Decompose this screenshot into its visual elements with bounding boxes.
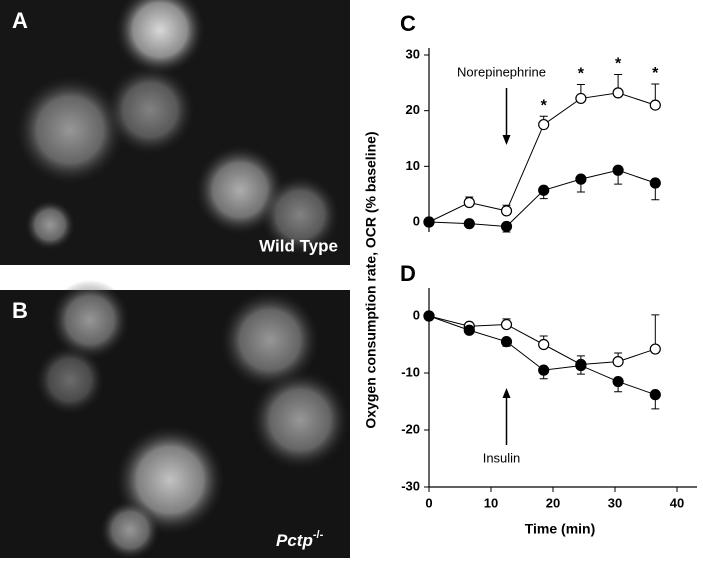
data-point <box>463 196 475 209</box>
data-point <box>649 389 661 401</box>
data-point <box>423 310 435 322</box>
x-tick-label: 30 <box>608 495 622 510</box>
data-point <box>538 364 550 376</box>
arrow-head <box>502 135 511 145</box>
y-axis-label: Oxygen consumption rate, OCR (% baseline… <box>363 131 379 428</box>
arrow-label: Insulin <box>483 450 521 465</box>
significance-star: * <box>652 65 659 82</box>
data-point <box>612 375 624 388</box>
data-point <box>649 99 661 111</box>
data-point <box>612 356 624 368</box>
micrograph-a: A Wild Type <box>0 0 350 265</box>
data-point <box>500 318 513 331</box>
x-tick-label: 20 <box>546 495 560 510</box>
data-point <box>463 218 475 230</box>
data-point <box>612 164 624 176</box>
x-tick-label: 40 <box>670 495 684 510</box>
data-point <box>538 118 550 131</box>
caption-sup: -/- <box>313 529 324 541</box>
caption: Wild Type <box>259 236 338 255</box>
data-point <box>575 359 587 372</box>
panel-label: B <box>12 298 28 323</box>
data-point <box>649 343 661 355</box>
data-point <box>612 87 624 99</box>
y-tick-label: 20 <box>406 102 420 117</box>
data-point <box>500 336 513 348</box>
micrograph-b: B Pctp-/- <box>0 280 350 560</box>
significance-star: * <box>541 97 548 114</box>
y-tick-label: 0 <box>413 213 420 228</box>
caption-text: Pctp <box>276 531 313 550</box>
arrow-label: Norepinephrine <box>457 64 546 79</box>
panel-label: A <box>12 8 28 33</box>
data-point <box>649 177 661 189</box>
significance-star: * <box>615 56 622 73</box>
panel-label: D <box>400 261 416 286</box>
data-point <box>538 184 550 196</box>
y-tick-label: 30 <box>406 46 420 61</box>
y-tick-label: -20 <box>401 421 420 436</box>
y-tick-label: -30 <box>401 478 420 493</box>
data-point <box>500 205 513 217</box>
data-point <box>423 216 435 228</box>
y-tick-label: 0 <box>413 307 420 322</box>
caption: Pctp-/- <box>276 529 324 551</box>
y-tick-label: 10 <box>406 158 420 173</box>
x-tick-label: 10 <box>484 495 498 510</box>
data-point <box>575 92 587 105</box>
error-bar <box>651 314 660 350</box>
significance-star: * <box>578 66 585 83</box>
data-point <box>538 338 550 351</box>
panel-label: C <box>400 11 416 36</box>
arrow-head <box>502 388 511 398</box>
data-point <box>500 220 513 233</box>
y-tick-label: -10 <box>401 364 420 379</box>
x-tick-label: 0 <box>425 495 432 510</box>
data-point <box>463 324 475 336</box>
data-point <box>575 173 587 185</box>
x-axis-label: Time (min) <box>525 521 596 537</box>
